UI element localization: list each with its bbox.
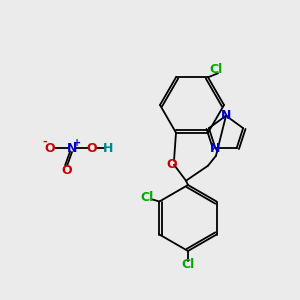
Text: Cl: Cl: [141, 191, 154, 204]
Text: O: O: [62, 164, 72, 176]
Text: H: H: [103, 142, 113, 154]
Text: Cl: Cl: [182, 259, 195, 272]
Text: N: N: [210, 142, 220, 155]
Text: +: +: [73, 138, 81, 148]
Text: -: -: [43, 137, 47, 147]
Text: O: O: [87, 142, 97, 154]
Text: N: N: [67, 142, 77, 154]
Text: Cl: Cl: [209, 63, 223, 76]
Text: N: N: [221, 109, 231, 122]
Text: O: O: [45, 142, 55, 154]
Text: O: O: [167, 158, 177, 171]
